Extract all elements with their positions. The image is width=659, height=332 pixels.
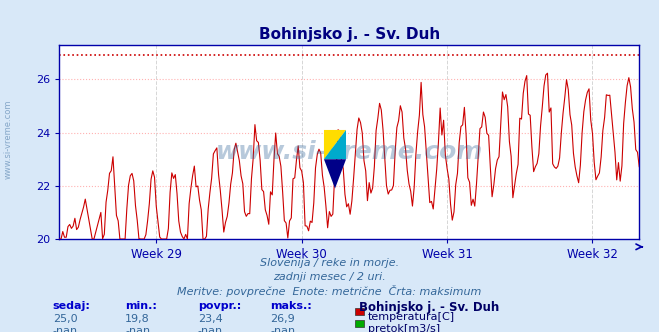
- Text: Meritve: povprečne  Enote: metrične  Črta: maksimum: Meritve: povprečne Enote: metrične Črta:…: [177, 285, 482, 297]
- Text: Bohinjsko j. - Sv. Duh: Bohinjsko j. - Sv. Duh: [359, 301, 500, 314]
- Title: Bohinjsko j. - Sv. Duh: Bohinjsko j. - Sv. Duh: [258, 27, 440, 42]
- Text: maks.:: maks.:: [270, 301, 312, 311]
- Text: Slovenija / reke in morje.: Slovenija / reke in morje.: [260, 258, 399, 268]
- Text: www.si-vreme.com: www.si-vreme.com: [3, 100, 13, 179]
- Text: min.:: min.:: [125, 301, 157, 311]
- Text: pretok[m3/s]: pretok[m3/s]: [368, 324, 440, 332]
- Text: -nan: -nan: [270, 326, 295, 332]
- Polygon shape: [324, 130, 346, 159]
- Text: zadnji mesec / 2 uri.: zadnji mesec / 2 uri.: [273, 272, 386, 282]
- Text: temperatura[C]: temperatura[C]: [368, 312, 455, 322]
- Text: -nan: -nan: [53, 326, 78, 332]
- Text: www.si-vreme.com: www.si-vreme.com: [215, 140, 483, 164]
- Text: -nan: -nan: [198, 326, 223, 332]
- Text: sedaj:: sedaj:: [53, 301, 90, 311]
- Text: 25,0: 25,0: [53, 314, 77, 324]
- Text: 19,8: 19,8: [125, 314, 150, 324]
- Text: 26,9: 26,9: [270, 314, 295, 324]
- Polygon shape: [324, 130, 346, 159]
- Text: 23,4: 23,4: [198, 314, 223, 324]
- Polygon shape: [324, 159, 346, 189]
- Text: povpr.:: povpr.:: [198, 301, 241, 311]
- Text: -nan: -nan: [125, 326, 150, 332]
